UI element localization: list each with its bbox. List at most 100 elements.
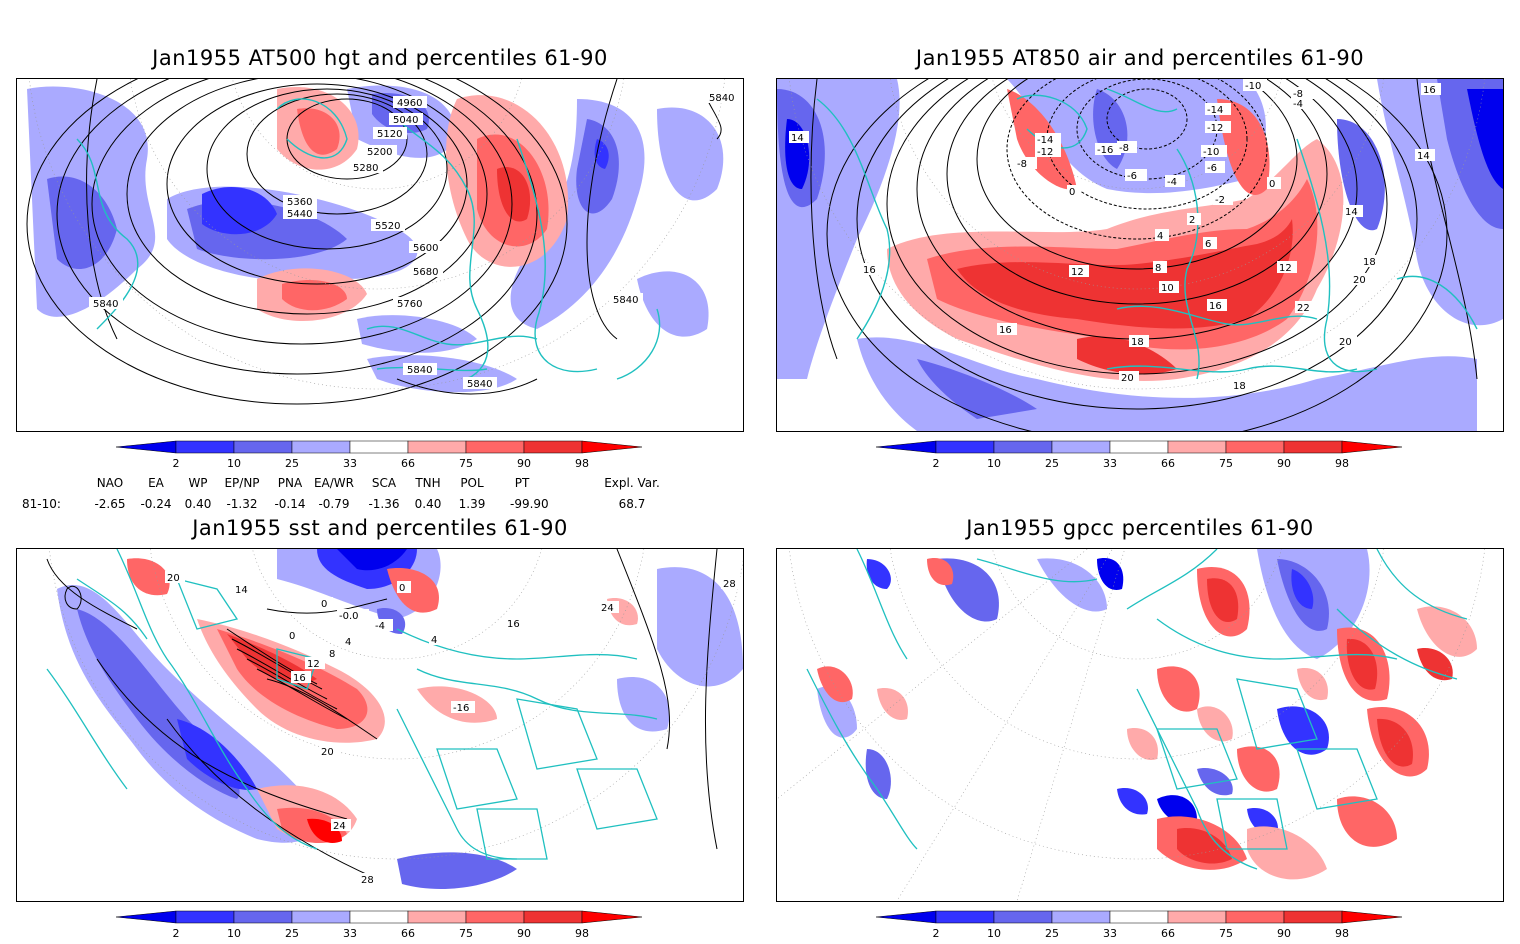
- colorbar-svg: 2 10 25 33 66 75 90 98: [115, 910, 643, 940]
- colorbar-segment: [1225, 440, 1285, 454]
- colorbar-tick-label: 25: [1045, 927, 1059, 940]
- colorbar-tick-label: 25: [285, 457, 299, 470]
- colorbar-segment: [1167, 910, 1227, 924]
- colorbar-segment: [407, 440, 467, 454]
- index-header: PT: [515, 476, 530, 490]
- colorbar-segment: [1051, 440, 1111, 454]
- map-sst: 20 14 28 0 0 -0.0 -4 4 0 4 8 12 16 -16 1…: [46, 549, 743, 889]
- colorbar-segment: [1051, 910, 1111, 924]
- index-header: TNH: [414, 476, 440, 490]
- index-value: -0.24: [140, 497, 171, 511]
- contour-label: -14: [1037, 135, 1053, 146]
- contour-label: 18: [1363, 257, 1376, 268]
- contour-label: 8: [1155, 263, 1161, 274]
- index-header: PNA: [278, 476, 303, 490]
- contour-label: 18: [1131, 337, 1144, 348]
- contour-label: -4: [375, 621, 385, 632]
- colorbar-tick-label: 75: [1219, 457, 1233, 470]
- colorbar-segment: [291, 440, 351, 454]
- colorbar-tick-label: 98: [1335, 927, 1349, 940]
- colorbar-at850: 2 10 25 33 66 75 90 98: [875, 440, 1406, 470]
- contour-label: 0: [1069, 187, 1075, 198]
- panel-title-at850: Jan1955 AT850 air and percentiles 61-90: [915, 46, 1365, 70]
- contour-label: -6: [1127, 171, 1137, 182]
- contour-label: 5840: [93, 299, 118, 310]
- colorbar-arrow-right: [1341, 910, 1403, 924]
- colorbar-arrow-right: [581, 440, 643, 454]
- contour-label: 16: [293, 673, 306, 684]
- colorbar-tick-label: 90: [1277, 927, 1291, 940]
- colorbar-tick-label: 10: [227, 457, 241, 470]
- contour-label: 20: [167, 573, 180, 584]
- colorbar-tick-label: 25: [1045, 457, 1059, 470]
- contour-label: 20: [1353, 275, 1366, 286]
- colorbar-tick-label: 2: [173, 457, 180, 470]
- contour-label: 12: [1071, 267, 1084, 278]
- contour-label: 0: [1269, 179, 1275, 190]
- colorbar-tick-label: 10: [987, 457, 1001, 470]
- contour-label: 20: [321, 747, 334, 758]
- contour-label: 5120: [377, 129, 402, 140]
- colorbar-segment: [1167, 440, 1227, 454]
- colorbar-segment: [233, 440, 293, 454]
- colorbar-tick-label: 90: [517, 927, 531, 940]
- contour-label: 5040: [393, 115, 418, 126]
- colorbar-segment: [935, 440, 995, 454]
- contour-label: 16: [863, 265, 876, 276]
- colorbar-tick-label: 33: [1103, 927, 1117, 940]
- map-panel-at850: -10 -8 -4 -14 -12 -14 -12 -8 -16 -8 -10 …: [776, 78, 1504, 432]
- colorbar-tick-label: 10: [227, 927, 241, 940]
- colorbar-sst: 2 10 25 33 66 75 90 98: [115, 910, 646, 940]
- contour-label: 16: [507, 619, 520, 630]
- colorbar-svg: 2 10 25 33 66 75 90 98: [875, 910, 1403, 940]
- index-value: 0.40: [185, 497, 212, 511]
- colorbar-arrow-left: [875, 910, 937, 924]
- contour-label: 8: [329, 649, 335, 660]
- index-value: -2.65: [94, 497, 125, 511]
- colorbar-tick-label: 75: [459, 457, 473, 470]
- colorbar-tick-label: 66: [401, 927, 415, 940]
- contour-label: 0: [321, 599, 327, 610]
- colorbar-segment: [1225, 910, 1285, 924]
- contour-label: 5840: [709, 93, 734, 104]
- colorbar-tick-label: 98: [575, 927, 589, 940]
- panel-title-at500: Jan1955 AT500 hgt and percentiles 61-90: [152, 46, 608, 70]
- contour-label: 4: [1157, 231, 1163, 242]
- colorbar-tick-label: 98: [575, 457, 589, 470]
- index-value: -0.79: [318, 497, 349, 511]
- index-header: EA: [148, 476, 165, 490]
- colorbar-tick-label: 25: [285, 927, 299, 940]
- colorbar-segment: [935, 910, 995, 924]
- contour-label: 28: [361, 875, 374, 886]
- contour-label: -4: [1167, 177, 1177, 188]
- contour-label: -8: [1119, 143, 1129, 154]
- colorbar-segment: [523, 440, 583, 454]
- contour-label: -12: [1207, 123, 1223, 134]
- colorbar-tick-label: 33: [343, 927, 357, 940]
- contour-label: 12: [1279, 263, 1292, 274]
- contour-label: 28: [723, 579, 736, 590]
- index-value: 1.39: [459, 497, 486, 511]
- contour-label: 5200: [367, 147, 392, 158]
- colorbar-at500: 2 10 25 33 66 75 90 98: [115, 440, 646, 470]
- colorbar-arrow-right: [1341, 440, 1403, 454]
- contour-label: 5600: [413, 243, 438, 254]
- contour-label: 5360: [287, 197, 312, 208]
- index-row-label: 81-10:: [22, 497, 61, 511]
- contour-label: 0: [399, 583, 405, 594]
- contour-label: 24: [601, 603, 614, 614]
- contour-label: -4: [1293, 99, 1303, 110]
- colorbar-segment: [291, 910, 351, 924]
- colorbar-tick-label: 33: [343, 457, 357, 470]
- colorbar-tick-label: 75: [459, 927, 473, 940]
- contour-label: 14: [235, 585, 248, 596]
- contour-label: -2: [1215, 195, 1225, 206]
- colorbar-segment: [523, 910, 583, 924]
- index-header: WP: [188, 476, 207, 490]
- colorbar-segment: [465, 440, 525, 454]
- colorbar-segment: [349, 910, 409, 924]
- contour-label: 16: [1423, 85, 1436, 96]
- contour-label: 5760: [397, 299, 422, 310]
- index-value: 68.7: [619, 497, 646, 511]
- contour-label: -16: [453, 703, 469, 714]
